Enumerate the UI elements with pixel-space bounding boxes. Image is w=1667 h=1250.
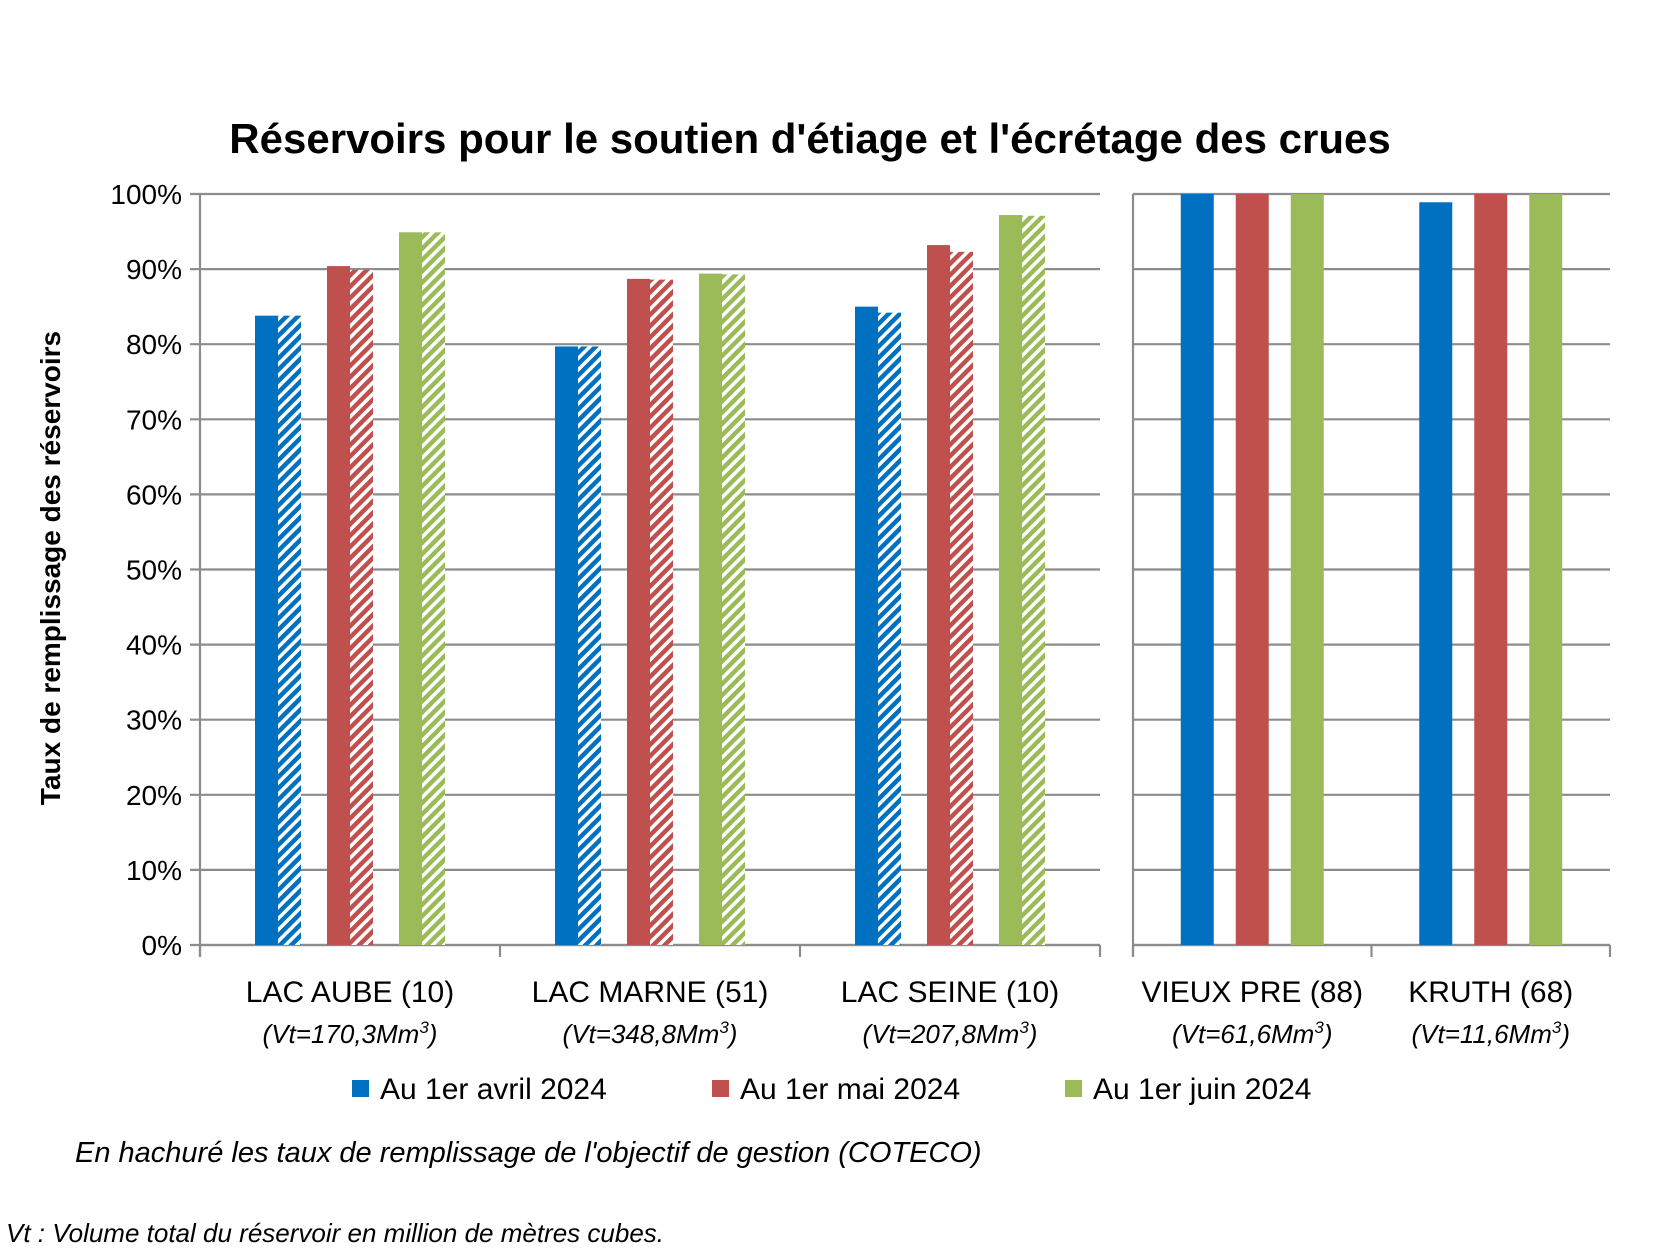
bar-actual — [855, 306, 878, 945]
bar-actual — [399, 232, 422, 945]
bar-actual — [255, 315, 278, 945]
y-tick-label: 70% — [126, 404, 182, 435]
legend-swatch — [1065, 1080, 1082, 1097]
legend-swatch — [352, 1080, 369, 1097]
category-label: LAC AUBE (10) — [246, 976, 454, 1009]
bar-actual — [1529, 194, 1563, 945]
category-label: LAC SEINE (10) — [841, 976, 1059, 1009]
y-tick-label: 50% — [126, 555, 182, 586]
bar-actual — [1419, 202, 1453, 946]
bar-objective-hatched — [278, 315, 301, 945]
y-tick-label: 20% — [126, 780, 182, 811]
y-tick-label: 100% — [110, 179, 182, 210]
category-label: VIEUX PRE (88) — [1141, 976, 1363, 1009]
legend-item: Au 1er mai 2024 — [712, 1073, 960, 1106]
chart-panel-1: 0% 10% 20% 30% 40% 50% 60% 70% 80% 90% 100% LAC AUB… — [110, 179, 1102, 1049]
bar-objective-hatched — [350, 269, 373, 945]
y-tick-label: 40% — [126, 630, 182, 661]
bar-actual — [1290, 194, 1324, 945]
category-volume-label: (Vt=11,6Mm3) — [1411, 1018, 1570, 1049]
legend-label: Au 1er mai 2024 — [740, 1073, 960, 1106]
legend: Au 1er avril 2024 Au 1er mai 2024 Au 1er j… — [352, 1073, 1312, 1106]
bar-actual — [1180, 194, 1214, 945]
bar-objective-hatched — [578, 346, 601, 945]
chart-panel-2: VIEUX PRE (88) (Vt=61,6Mm3) KRUTH (68) (Vt=… — [1131, 192, 1612, 1049]
bar-objective-hatched — [650, 279, 673, 945]
bar-actual — [1235, 194, 1269, 945]
legend-label: Au 1er avril 2024 — [380, 1073, 607, 1106]
y-tick-label: 10% — [126, 855, 182, 886]
y-tick-label: 0% — [142, 930, 182, 961]
category-label: KRUTH (68) — [1408, 976, 1573, 1009]
bar-actual — [627, 278, 650, 945]
legend-item: Au 1er avril 2024 — [352, 1073, 607, 1106]
y-tick-label: 60% — [126, 479, 182, 510]
bar-objective-hatched — [722, 274, 745, 945]
y-tick-label: 30% — [126, 705, 182, 736]
bar-actual — [927, 245, 950, 945]
legend-label: Au 1er juin 2024 — [1093, 1073, 1312, 1106]
bar-actual — [999, 215, 1022, 945]
footnote: Vt : Volume total du réservoir en millio… — [6, 1218, 664, 1248]
bar-actual — [555, 346, 578, 945]
bar-objective-hatched — [878, 312, 901, 946]
legend-swatch — [712, 1080, 729, 1097]
legend-item: Au 1er juin 2024 — [1065, 1073, 1312, 1106]
bar-objective-hatched — [950, 251, 973, 945]
chart-title: Réservoirs pour le soutien d'étiage et l… — [229, 115, 1390, 162]
category-volume-label: (Vt=170,3Mm3) — [263, 1018, 438, 1049]
y-axis-label: Taux de remplissage des réservoirs — [35, 331, 66, 805]
bar-actual — [327, 266, 350, 945]
bar-objective-hatched — [422, 232, 445, 945]
hatch-note: En hachuré les taux de remplissage de l'… — [75, 1137, 982, 1169]
category-volume-label: (Vt=61,6Mm3) — [1172, 1018, 1332, 1049]
category-label: LAC MARNE (51) — [532, 976, 769, 1009]
category-volume-label: (Vt=348,8Mm3) — [563, 1018, 738, 1049]
y-tick-label: 80% — [126, 329, 182, 360]
category-volume-label: (Vt=207,8Mm3) — [863, 1018, 1038, 1049]
bar-objective-hatched — [1022, 215, 1045, 946]
bar-actual — [699, 273, 722, 946]
bar-actual — [1474, 194, 1508, 945]
y-tick-label: 90% — [126, 254, 182, 285]
